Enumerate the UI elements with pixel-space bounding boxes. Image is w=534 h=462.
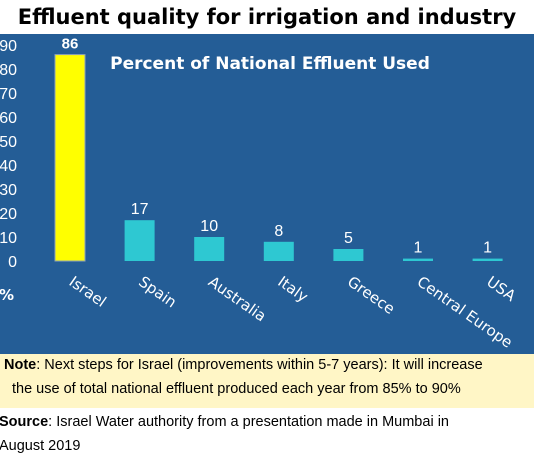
x-tick-label: Spain — [135, 273, 180, 312]
y-axis-ticks: 0 10 20 30 40 50 60 70 80 90 — [0, 38, 17, 271]
y-tick-label: 10 — [0, 230, 17, 247]
note-text-1: : Next steps for Israel (improvements wi… — [36, 357, 483, 373]
bar-central-europe — [403, 258, 433, 261]
page-title: Effluent quality for irrigation and indu… — [17, 5, 517, 29]
bar-value-label: 1 — [483, 240, 492, 257]
note-panel: Note: Next steps for Israel (improvement… — [0, 354, 534, 408]
bar-chart: Percent of National Effluent Used % 0 10 2… — [0, 36, 520, 352]
chart-panel: Percent of National Effluent Used % 0 10 2… — [0, 34, 534, 354]
x-tick-label: Australia — [205, 273, 270, 326]
y-tick-label: 30 — [0, 182, 17, 199]
source-text-1: : Israel Water authority from a presenta… — [48, 414, 449, 430]
y-tick-label: 70 — [0, 86, 17, 103]
x-tick-label: Israel — [66, 273, 110, 311]
bars — [54, 54, 503, 262]
bar-value-label: 1 — [414, 240, 423, 257]
bar-greece — [333, 249, 364, 261]
bar-israel — [54, 54, 86, 262]
source-panel: Source: Israel Water authority from a pr… — [0, 408, 534, 462]
note-line-1: Note: Next steps for Israel (improvement… — [4, 357, 534, 373]
chart-title: Percent of National Effluent Used — [110, 54, 430, 74]
y-tick-label: 50 — [0, 134, 17, 151]
x-tick-label: USA — [483, 273, 519, 306]
note-label: Note — [4, 357, 37, 373]
source-line-1: Source: Israel Water authority from a pr… — [0, 414, 533, 430]
source-label: Source — [0, 414, 49, 430]
y-tick-label: 90 — [0, 38, 17, 55]
source-line-2: August 2019 — [0, 438, 533, 454]
x-axis-labels: Israel Spain Australia Italy Greece Central E… — [66, 273, 520, 352]
note-line-2: the use of total national effluent produ… — [12, 381, 534, 397]
bar-spain — [124, 220, 155, 261]
note-text-2: the use of total national effluent produ… — [12, 381, 461, 397]
y-tick-label: 0 — [8, 254, 17, 271]
source-text-2: August 2019 — [0, 438, 81, 454]
y-tick-label: 80 — [0, 62, 17, 79]
bar-value-label: 17 — [131, 201, 149, 218]
bar-australia — [194, 237, 225, 261]
bar-value-label: 5 — [344, 230, 353, 247]
bar-italy — [263, 241, 294, 261]
bar-usa — [472, 258, 503, 261]
y-axis-label: % — [0, 286, 14, 304]
bar-value-label: 86 — [62, 36, 79, 53]
y-tick-label: 60 — [0, 110, 17, 127]
bar-value-label: 10 — [200, 218, 218, 235]
bar-value-label: 8 — [274, 223, 283, 240]
bar-value-labels: 86 17 10 8 5 1 1 — [62, 36, 492, 257]
y-tick-label: 20 — [0, 206, 17, 223]
x-tick-label: Italy — [275, 273, 312, 306]
y-tick-label: 40 — [0, 158, 17, 175]
x-tick-label: Greece — [344, 273, 398, 318]
